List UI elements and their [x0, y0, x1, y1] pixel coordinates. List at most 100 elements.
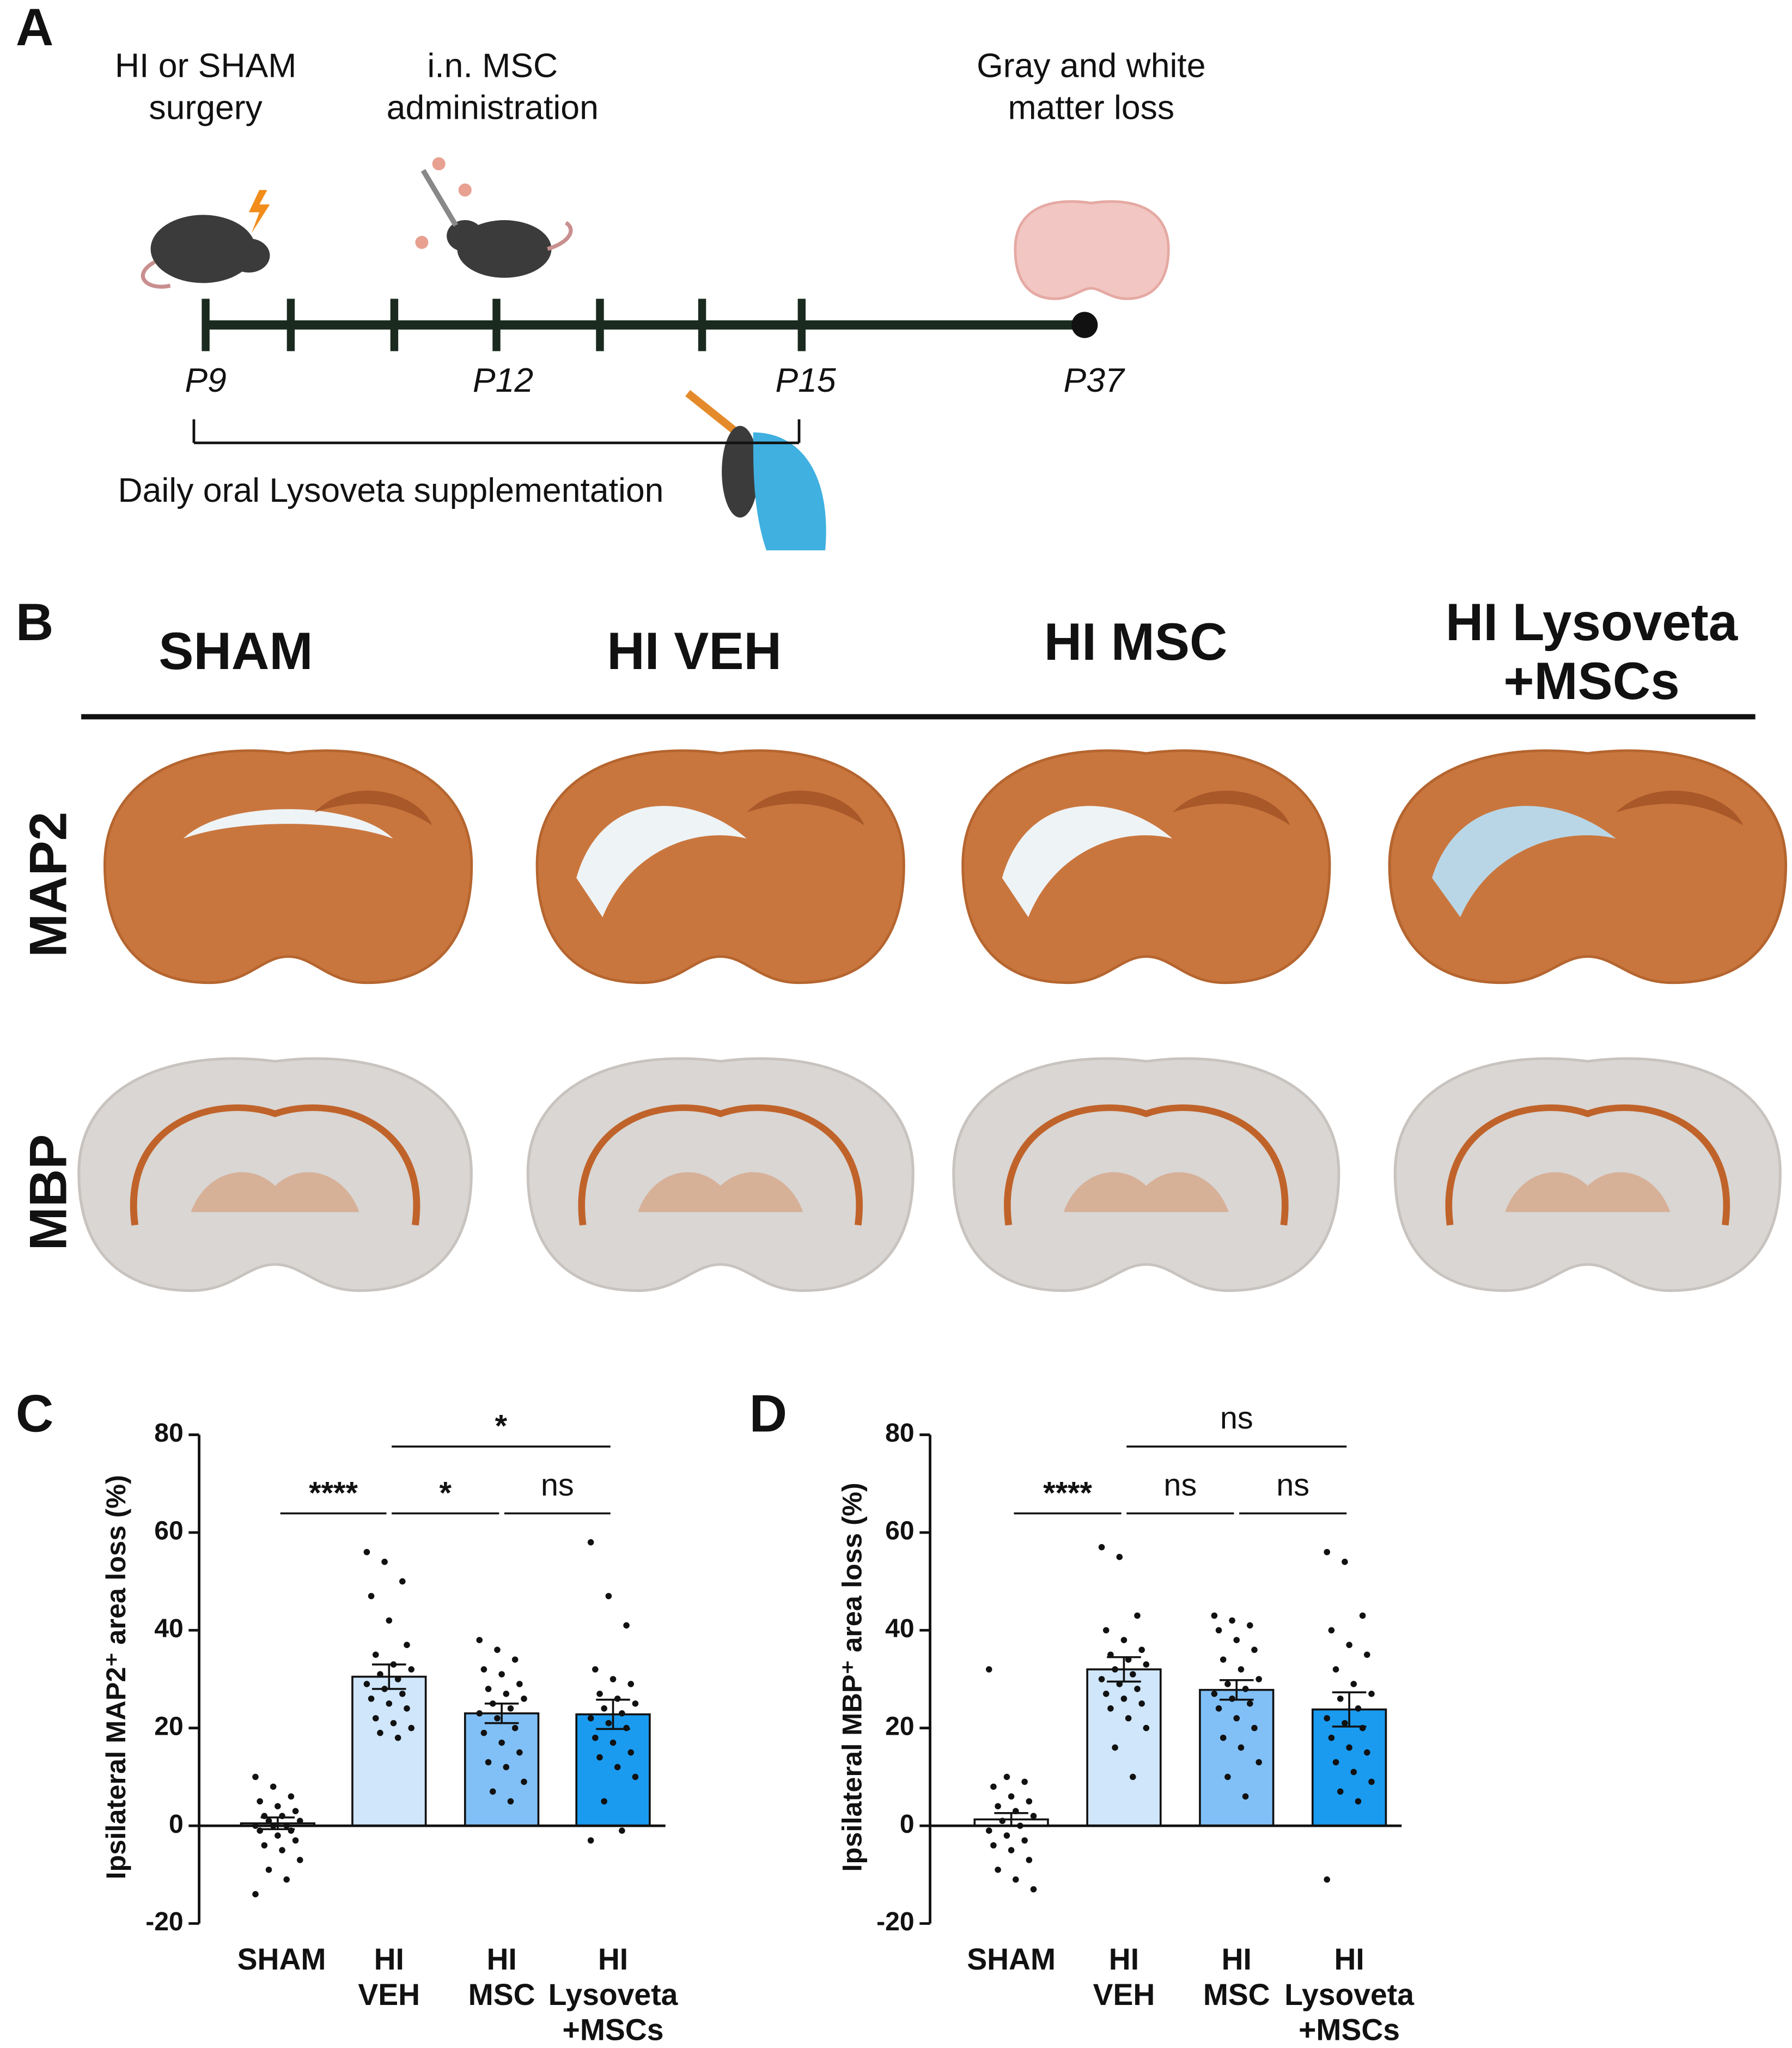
data-point: [1030, 1886, 1037, 1893]
bar: [575, 1713, 651, 1827]
syringe-icon: [685, 390, 826, 551]
data-point: [601, 1798, 607, 1805]
y-tick-label: 0: [900, 1809, 915, 1839]
y-axis-label: Ipsilateral MAP2⁺ area loss (%): [100, 1475, 131, 1879]
data-point: [605, 1719, 612, 1727]
data-point: [265, 1867, 272, 1873]
data-point: [1337, 1695, 1344, 1702]
data-point: [1143, 1661, 1150, 1668]
data-point: [1211, 1612, 1218, 1619]
x-tick-label: HI: [1334, 1942, 1364, 1976]
sig-label: *: [439, 1475, 452, 1510]
data-point: [1255, 1676, 1262, 1682]
data-point: [1026, 1798, 1033, 1805]
data-point: [1328, 1627, 1335, 1634]
day-label: P9: [185, 361, 226, 399]
x-tick-label: +MSCs: [563, 2013, 664, 2047]
data-point: [587, 1837, 594, 1844]
tissue: [1393, 1057, 1782, 1292]
data-point: [404, 1642, 410, 1648]
data-point: [999, 1818, 1006, 1824]
data-point: [596, 1691, 603, 1697]
data-point: [614, 1695, 621, 1702]
group-header: SHAM: [159, 622, 313, 680]
mbp-section: [952, 1057, 1340, 1292]
data-point: [1346, 1642, 1352, 1648]
data-point: [257, 1798, 263, 1805]
panel-letter: B: [16, 593, 53, 652]
y-tick-label: 80: [154, 1418, 183, 1448]
data-point: [1229, 1617, 1235, 1624]
data-point: [1112, 1666, 1118, 1673]
data-point: [592, 1666, 599, 1673]
white-matter: [1445, 1104, 1730, 1226]
hippocampus: [1172, 791, 1290, 826]
event-label: matter loss: [1008, 89, 1174, 127]
data-point: [292, 1837, 299, 1844]
sig-label: ns: [1220, 1401, 1253, 1436]
data-point: [592, 1734, 599, 1741]
data-point: [1116, 1681, 1123, 1687]
bar: [464, 1712, 540, 1827]
data-point: [985, 1666, 992, 1673]
data-point: [1107, 1705, 1114, 1712]
data-point: [296, 1818, 303, 1824]
panel-letter: D: [749, 1385, 787, 1443]
data-point: [252, 1773, 259, 1780]
data-point: [404, 1705, 410, 1712]
event-label: Gray and white: [977, 47, 1205, 85]
data-point: [1138, 1646, 1145, 1653]
data-point: [485, 1759, 492, 1766]
y-tick-label: -20: [145, 1907, 184, 1936]
data-point: [292, 1808, 299, 1814]
data-point: [619, 1827, 625, 1834]
data-point: [1134, 1612, 1141, 1619]
x-tick-label: HI: [1222, 1942, 1252, 1976]
x-tick-label: Lysoveta: [548, 1978, 679, 2011]
hippocampus: [746, 791, 865, 826]
data-point: [494, 1646, 501, 1653]
data-point: [261, 1842, 268, 1849]
event-label: i.n. MSC: [427, 47, 558, 85]
data-point: [288, 1793, 295, 1800]
y-tick-label: 40: [154, 1614, 183, 1643]
data-point: [587, 1715, 594, 1722]
data-point: [627, 1749, 635, 1756]
error-bar: [1220, 1679, 1254, 1701]
error-bar: [372, 1663, 406, 1690]
data-point: [516, 1749, 523, 1756]
data-point: [605, 1593, 612, 1600]
event-label: surgery: [149, 89, 263, 127]
data-point: [1134, 1686, 1141, 1692]
data-point: [489, 1788, 496, 1795]
data-point: [511, 1656, 519, 1663]
data-point: [1242, 1793, 1249, 1800]
data-point: [1238, 1744, 1245, 1751]
data-point: [1102, 1691, 1110, 1697]
data-point: [609, 1739, 617, 1746]
data-point: [1021, 1837, 1028, 1844]
sig-label: ns: [541, 1468, 574, 1503]
mbp-section: [526, 1057, 915, 1292]
data-point: [1255, 1759, 1262, 1766]
data-point: [1368, 1691, 1375, 1697]
data-point: [995, 1867, 1001, 1873]
data-point: [498, 1671, 505, 1678]
x-tick-label: HI: [1109, 1942, 1139, 1976]
data-point: [485, 1686, 492, 1692]
data-point: [399, 1691, 406, 1697]
data-point: [390, 1661, 397, 1668]
data-point: [1355, 1798, 1362, 1805]
data-point: [1355, 1705, 1362, 1712]
event-label: HI or SHAM: [115, 47, 296, 85]
y-tick-label: 60: [154, 1516, 183, 1546]
map2-section: [535, 749, 905, 985]
data-point: [377, 1671, 383, 1678]
tissue: [77, 1057, 473, 1292]
tissue: [961, 749, 1331, 985]
data-point: [1332, 1759, 1339, 1766]
data-point: [372, 1715, 379, 1722]
data-point: [1030, 1813, 1037, 1819]
white-matter: [1505, 1172, 1671, 1212]
